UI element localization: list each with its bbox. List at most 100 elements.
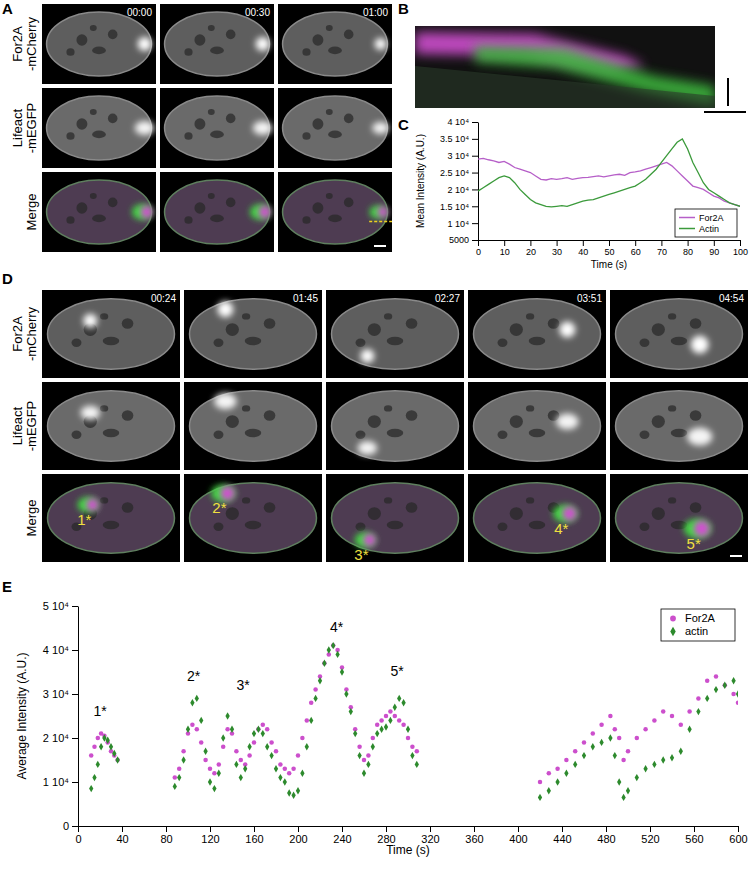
- cell: [474, 483, 601, 553]
- tick: 4 10⁴: [448, 117, 478, 127]
- vacuole: [108, 198, 118, 208]
- data-point: [547, 787, 551, 794]
- data-point: [283, 778, 287, 785]
- data-point: [731, 677, 735, 684]
- tick-label: 240: [333, 833, 351, 845]
- vacuole: [387, 521, 404, 529]
- event-marker: 5*: [687, 535, 701, 552]
- data-point: [406, 736, 411, 741]
- vacuole: [90, 25, 97, 31]
- legend: For2Aactin: [661, 609, 735, 641]
- data-point: [362, 758, 367, 763]
- vacuole: [103, 521, 120, 529]
- tick-label: 4 10⁴: [43, 644, 69, 656]
- tick: 5000: [449, 235, 478, 245]
- signal-spot: [559, 322, 575, 338]
- signal-spot: [377, 207, 388, 218]
- micrograph: [160, 172, 274, 252]
- data-point: [643, 765, 647, 772]
- vacuole: [214, 339, 224, 347]
- tick-mark: [72, 606, 78, 607]
- data-point: [371, 743, 375, 750]
- data-point: [613, 752, 617, 759]
- data-point: [670, 754, 674, 761]
- vacuole: [184, 132, 192, 140]
- tick-mark: [478, 240, 479, 246]
- image-background: [184, 474, 322, 562]
- image-background: [184, 382, 322, 470]
- data-point: [555, 778, 559, 785]
- vacuole: [194, 118, 205, 130]
- micrograph: 04:54: [610, 290, 748, 378]
- data-point: [617, 778, 621, 785]
- data-point: [331, 642, 335, 649]
- row-label-line: Merge: [24, 500, 39, 537]
- tick-mark: [298, 826, 299, 832]
- data-point: [393, 714, 398, 719]
- tick-mark: [738, 826, 739, 832]
- signal-spot: [358, 441, 378, 455]
- data-point: [195, 695, 199, 702]
- y-axis: 01 10⁴2 10⁴3 10⁴4 10⁴5 10⁴: [43, 600, 79, 832]
- tick-label: 90: [709, 247, 719, 257]
- vacuole: [356, 339, 366, 347]
- data-point: [177, 774, 181, 781]
- tick: 560: [685, 826, 703, 845]
- data-point: [621, 794, 625, 801]
- vacuole: [92, 215, 106, 223]
- vacuole: [242, 405, 250, 411]
- scale-bar: [374, 245, 386, 247]
- data-point: [217, 769, 221, 776]
- image-background: [184, 290, 322, 378]
- data-point: [208, 767, 213, 772]
- data-point: [335, 651, 339, 658]
- vacuole: [640, 431, 650, 439]
- vacuole: [208, 25, 215, 31]
- signal-spot: [256, 37, 270, 51]
- tick-mark: [78, 826, 79, 832]
- micrograph: 4*: [468, 474, 606, 562]
- tick-label: 0: [476, 247, 481, 257]
- data-point: [643, 727, 648, 732]
- vacuole: [242, 313, 250, 319]
- vacuole: [526, 313, 534, 319]
- data-point: [203, 758, 208, 763]
- image-background: [160, 4, 274, 84]
- vacuole: [652, 323, 665, 336]
- plot-area: [89, 642, 738, 801]
- micrograph: [42, 172, 156, 252]
- legend-label: Actin: [699, 224, 719, 234]
- tick-mark: [166, 826, 167, 832]
- data-point: [564, 758, 569, 763]
- data-point: [591, 743, 595, 750]
- data-point: [591, 731, 596, 736]
- data-point: [366, 753, 371, 758]
- tick-label: 440: [553, 833, 571, 845]
- row-label: Merge: [24, 500, 39, 537]
- data-point: [547, 771, 552, 776]
- vacuole: [72, 431, 82, 439]
- data-point: [714, 674, 719, 679]
- data-point: [635, 736, 640, 741]
- data-point: [199, 717, 203, 724]
- scale-bar: [704, 111, 746, 113]
- data-point: [217, 762, 222, 767]
- data-point: [538, 794, 542, 801]
- row-label: For2A-mCherry: [10, 16, 39, 71]
- vacuole: [387, 337, 404, 345]
- vacuole: [529, 337, 546, 345]
- cell: [332, 299, 459, 369]
- vacuole: [668, 497, 676, 503]
- vacuole: [100, 405, 108, 411]
- vacuole: [76, 34, 87, 46]
- vacuole: [210, 131, 224, 139]
- data-point: [225, 727, 230, 732]
- data-point: [687, 709, 692, 714]
- tick: 440: [553, 826, 571, 845]
- micrograph: [326, 382, 464, 470]
- data-point: [679, 723, 684, 728]
- vacuole: [387, 429, 404, 437]
- kymograph: [415, 26, 715, 108]
- time-stamp: 01:45: [293, 293, 318, 304]
- annotation: 2*: [187, 668, 201, 684]
